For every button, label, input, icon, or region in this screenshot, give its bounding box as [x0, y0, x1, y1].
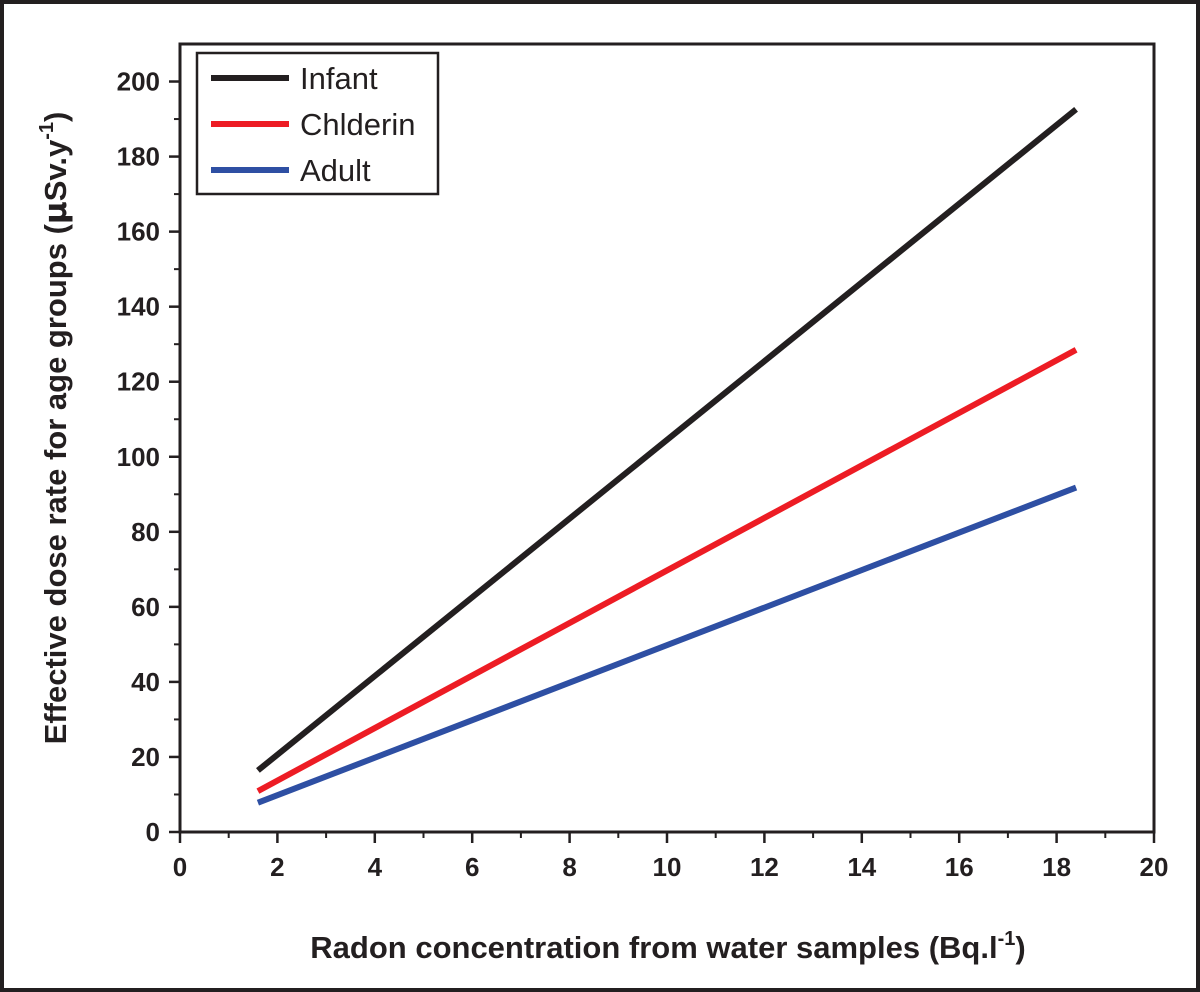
legend-label-adult: Adult	[300, 153, 371, 188]
x-tick-label: 18	[1042, 852, 1071, 882]
y-axis-title-close: )	[38, 112, 73, 122]
x-axis-title-close: )	[1015, 930, 1025, 965]
y-tick-label: 160	[117, 217, 160, 247]
axis-ticks: 0 2 4 6 8 10 12 14 16 18 2002040608010012014016018…	[117, 67, 1169, 882]
legend-label-infant: Infant	[300, 61, 378, 96]
y-axis-title-unit: Sv.y	[38, 139, 73, 201]
x-tick-label: 16	[945, 852, 974, 882]
y-tick-label: 120	[117, 367, 160, 397]
legend-label-chlderin: Chlderin	[300, 107, 415, 142]
x-tick-label: 0	[173, 852, 187, 882]
plot-area	[178, 42, 1156, 834]
y-axis-title-sup: -1	[36, 122, 58, 140]
y-tick-label: 20	[131, 742, 160, 772]
x-tick-label: 2	[270, 852, 284, 882]
series-line-chlderin	[256, 347, 1078, 794]
y-tick-label: 100	[117, 442, 160, 472]
y-tick-label: 80	[131, 517, 160, 547]
legend: Infant Chlderin Adult	[195, 51, 440, 196]
x-tick-label: 10	[653, 852, 682, 882]
y-tick-label: 0	[146, 817, 160, 847]
y-axis-title-mu: μ	[38, 201, 74, 224]
x-axis-title-main: Radon concentration from water samples (…	[310, 930, 997, 965]
x-tick-label: 12	[750, 852, 779, 882]
line-chart: 0 2 4 6 8 10 12 14 16 18 2002040608010012014016018…	[36, 42, 1169, 965]
x-tick-label: 14	[847, 852, 876, 882]
y-tick-label: 140	[117, 292, 160, 322]
series-line-adult	[256, 484, 1078, 806]
y-tick-label: 60	[131, 592, 160, 622]
y-tick-label: 40	[131, 667, 160, 697]
y-axis-title-main: Effective dose rate for age groups (	[38, 223, 73, 744]
x-tick-label: 4	[368, 852, 383, 882]
series-lines	[256, 106, 1078, 806]
x-tick-label: 20	[1140, 852, 1169, 882]
x-tick-label: 8	[562, 852, 576, 882]
x-axis-title-sup: -1	[998, 928, 1016, 950]
y-axis-title: Effective dose rate for age groups (μSv.…	[36, 112, 74, 745]
y-tick-label: 200	[117, 67, 160, 97]
x-tick-label: 6	[465, 852, 479, 882]
series-line-infant	[256, 106, 1078, 773]
x-axis-title: Radon concentration from water samples (…	[310, 928, 1025, 965]
y-tick-label: 180	[117, 142, 160, 172]
